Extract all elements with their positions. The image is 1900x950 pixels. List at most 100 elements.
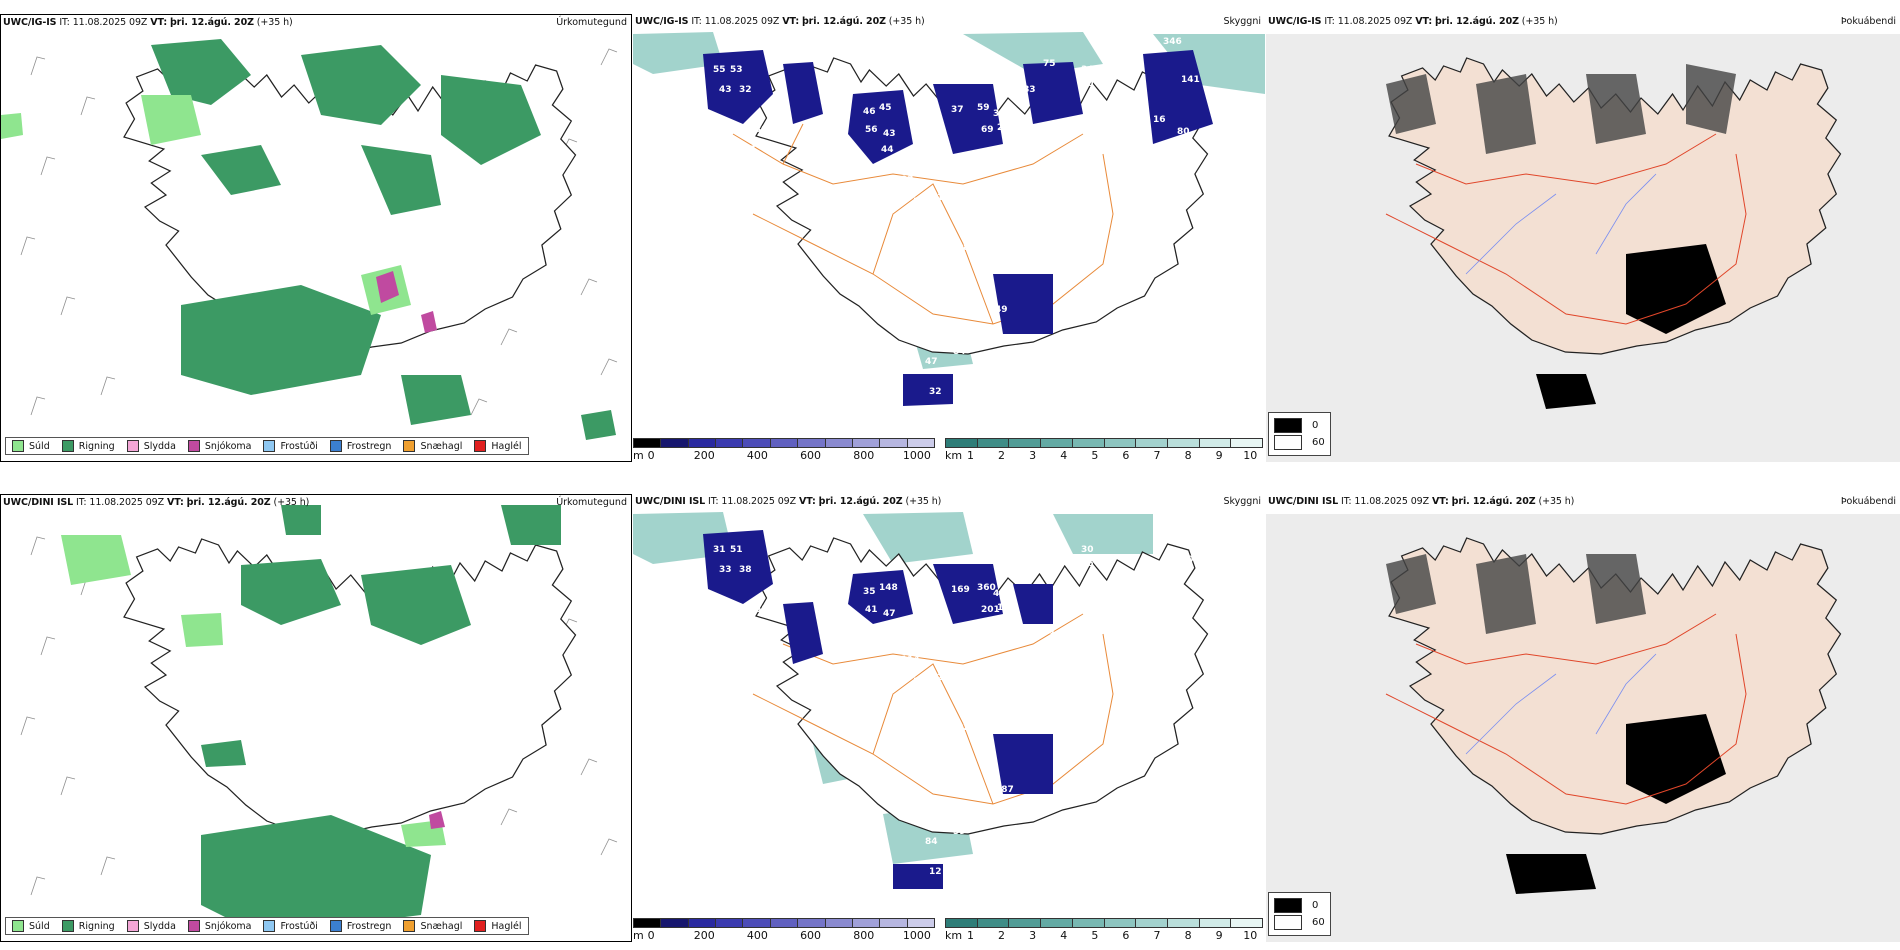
ceiling-value-label: 88 [1051, 165, 1064, 175]
lead-time: (+35 h) [1521, 16, 1558, 27]
ceiling-value-label: 32 [929, 387, 942, 397]
model-name: UWC/DINI ISL [1268, 496, 1339, 507]
legend-swatch [403, 440, 416, 452]
legend-swatch [474, 440, 487, 452]
fog-legend-value: 0 [1312, 420, 1319, 431]
panel-title: Þokuábendi [1840, 16, 1896, 27]
legend-swatch [403, 920, 416, 932]
valid-time: þri. 12.ágú. 20Z [801, 16, 886, 27]
model-name: UWC/IG-IS [635, 16, 689, 27]
colorbar-tick: 9 [1215, 449, 1223, 462]
fog-dark-areas [1386, 64, 1736, 154]
colorbar-segment [716, 439, 744, 447]
fog-index-panel-top: UWC/IG-IS IT: 11.08.2025 09Z VT: þri. 12… [1266, 14, 1900, 462]
low-visibility-areas [633, 512, 1153, 864]
panel-title: Skyggni [1223, 496, 1261, 507]
colorbar-segment [716, 919, 744, 927]
panel-header: UWC/DINI ISL IT: 11.08.2025 09Z VT: þri.… [1268, 496, 1574, 507]
fog-legend-row: 0 [1274, 417, 1325, 434]
ceiling-value-label: 57 [743, 145, 756, 155]
ceiling-value-label: 55 [1153, 595, 1166, 605]
colorbar-tick: 2 [998, 929, 1006, 942]
ceiling-value-label: 43 [1043, 539, 1056, 549]
legend-item: Rigning [61, 920, 115, 932]
visibility-colorbar: km 1 2 3 4 5 6 7 8 9 10 [945, 438, 1263, 462]
ceiling-value-label: 44 [881, 145, 894, 155]
ceiling-value-label: 148 [879, 583, 898, 593]
colorbar-tick: 200 [693, 449, 715, 462]
legend-item: Snæhagl [403, 440, 462, 452]
fog-core [1506, 714, 1726, 894]
fog-legend-row: 60 [1274, 914, 1325, 931]
valid-time: þri. 12.ágú. 20Z [1451, 496, 1536, 507]
ceiling-value-label: 16 [1051, 255, 1064, 265]
legend-item: Frostregn [329, 920, 391, 932]
fog-map-top [1266, 34, 1900, 462]
ceiling-value-label: 169 [951, 585, 970, 595]
ceiling-value-label: 10 [955, 869, 968, 879]
visibility-panel-top: 55 53 43 32 60 44 39 57 38 43 56 43 44 46 45 37 59 69 26 83… [633, 14, 1265, 462]
colorbar-segment [1104, 439, 1137, 447]
it-label: IT: [708, 496, 719, 507]
colorbar-segment [770, 919, 799, 927]
ceiling-value-label: 43 [883, 129, 896, 139]
ceiling-value-label: 45 [729, 637, 742, 647]
panel-title: Úrkomutegund [556, 497, 627, 508]
colorbar-segment [1072, 439, 1105, 447]
rain-areas [151, 39, 616, 440]
ceiling-value-label: 40 [795, 327, 808, 337]
legend-swatch [329, 440, 342, 452]
ceiling-value-label: 84 [953, 347, 966, 357]
ceiling-value-label: 44 [699, 115, 712, 125]
ceiling-value-label: 109 [1181, 555, 1200, 565]
ceiling-value-label: 32 [739, 85, 752, 95]
lead-time: (+35 h) [888, 16, 925, 27]
ceiling-value-label: 56 [865, 125, 878, 135]
ceiling-value-label: 346 [1163, 37, 1182, 47]
colorbar-tick: 600 [800, 449, 822, 462]
colorbar-tick: 1 [966, 929, 974, 942]
colorbar-segment [1199, 919, 1232, 927]
colorbar-unit: m [633, 929, 644, 942]
colorbar-tick: 4 [1060, 929, 1068, 942]
colorbar-segment [1136, 439, 1168, 447]
colorbar-tick: 7 [1153, 929, 1161, 942]
valid-time: þri. 12.ágú. 20Z [818, 496, 903, 507]
ceiling-value-label: 16 [1153, 115, 1166, 125]
legend-swatch [187, 920, 200, 932]
roads [732, 123, 1114, 325]
colorbar-tick: 4 [1060, 449, 1068, 462]
ceiling-value-label: 30 [955, 389, 968, 399]
colorbar-segment [852, 439, 881, 447]
fog-legend: 0 60 [1268, 892, 1331, 936]
precip-type-panel-bottom: UWC/DINI ISL IT: 11.08.2025 09Z VT: þri.… [0, 494, 632, 942]
ceiling-value-label: 83 [1023, 85, 1036, 95]
colorbar-tick: 200 [693, 929, 715, 942]
colorbar-tick: 5 [1091, 929, 1099, 942]
colorbar-segment [661, 439, 689, 447]
roads [752, 613, 1114, 805]
snow-areas [429, 811, 445, 829]
ceiling-value-label: 39 [881, 625, 894, 635]
legend-swatch [474, 920, 487, 932]
colorbar-segment [1136, 919, 1168, 927]
colorbar-tick: 3 [1029, 929, 1037, 942]
colorbar-tick: 6 [1122, 449, 1130, 462]
colorbar-tick: 1000 [902, 449, 931, 462]
panel-title: Þokuábendi [1840, 496, 1896, 507]
fog-legend-swatch [1274, 915, 1302, 930]
model-name: UWC/IG-IS [1268, 16, 1322, 27]
panel-header: UWC/DINI ISL IT: 11.08.2025 09Z VT: þri.… [3, 497, 309, 508]
colorbar-tick: 8 [1184, 449, 1192, 462]
ceiling-value-label: 66 [1065, 119, 1078, 129]
model-name: UWC/DINI ISL [3, 497, 74, 508]
roads [1385, 133, 1747, 325]
ceiling-value-label: 12 [929, 867, 942, 877]
ceiling-value-label: 59 [953, 827, 966, 837]
ceiling-value-label: 38 [699, 595, 712, 605]
ceiling-value-label: 38 [729, 157, 742, 167]
ceiling-value-label: 47 [883, 609, 896, 619]
ceiling-value-label: 75 [1043, 59, 1056, 69]
vt-label: VT: [798, 496, 816, 507]
